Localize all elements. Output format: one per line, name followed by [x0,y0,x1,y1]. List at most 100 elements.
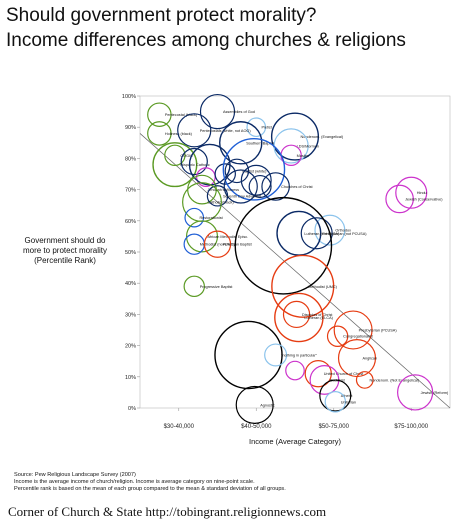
chart-svg: 0% 10% 20% 30% 40% 50% 60% 70% 80% 90% 100% $30-40,… [122,93,451,446]
bubble-label-10: Hispanic Catholic [180,163,209,167]
bubble-32 [203,230,232,258]
y-tick-label-40: 40% [125,281,136,287]
x-tick-label-0: $30-40,000 [164,424,195,430]
bubble-40 [214,320,283,390]
bubble-19 [240,164,272,196]
bubble-label-39: Congregationalist [343,335,373,339]
source-line2: Income is the average income of church/r… [14,479,255,485]
y-tick-label-30: 30% [125,312,136,318]
x-tick-label-1: $40-50,000 [241,424,272,430]
bubble-8 [164,144,186,166]
bubble-50 [235,385,274,424]
bubble-label-36: Disciples of Christ [302,313,333,317]
trend-line [139,133,451,409]
bubble-47 [397,374,434,411]
y-tick-label-20: 20% [125,344,136,350]
bubble-label-35: Methodist (UMC) [308,285,337,289]
bubble-1 [199,93,236,130]
bubble-label-2: Pietist [261,126,272,130]
bubble-label-47: Jewish (Reform) [421,391,449,395]
y-axis-label: Government should do more to protect mor… [10,236,120,266]
bubble-label-38: Presbyterian (PCUSA) [359,329,398,333]
y-tick-label-80: 80% [125,156,136,162]
bubble-36 [282,300,311,329]
bubble-label-24: Hindu [417,191,427,195]
bubble-10 [152,142,198,188]
bubble-17 [261,172,290,201]
chart-title-line2: Income differences among churches & reli… [6,30,406,51]
bubble-27 [314,214,346,246]
bubble-4 [177,113,212,148]
bubble-label-41: "nothing in particular" [281,353,317,357]
bubble-26 [184,207,205,228]
bubble-label-17: Churches of Christ [281,185,313,189]
bubble-38 [333,310,373,350]
footer-credit: Corner of Church & State http://tobingra… [8,504,327,519]
bubble-2 [246,117,267,138]
bubble-label-25: Jewish (Conservative) [405,197,443,201]
x-tick-label-3: $75-100,000 [394,424,428,430]
bubble-46 [355,371,374,389]
y-tick-label-0: 0% [128,406,136,412]
bubble-25 [385,184,414,214]
bubble-label-6: Southern Baptist [246,141,275,145]
bubble-label-48: Atheist [341,394,354,398]
bubble-label-49: Unitarian [341,400,356,404]
bubble-5 [270,112,320,161]
bubble-24 [395,176,428,209]
y-tick-label-90: 90% [125,125,136,131]
bubble-15 [214,163,236,185]
bubble-18 [223,169,258,204]
bubble-label-26: Restorationist [199,216,223,220]
bubble-label-0: Pentecostal (black) [165,113,198,117]
y-axis-label-line3: (Percentile Rank) [34,256,96,265]
bubble-11 [180,147,208,176]
bubble-29 [300,217,333,250]
y-axis-label-line1: Government should do [24,236,106,245]
y-axis-label-line2: more to protect morality [22,246,108,255]
bubble-33 [234,196,333,295]
y-tick-label-70: 70% [125,188,136,194]
bubble-45 [285,360,305,381]
source-line3: Percentile rank is based on the mean of … [14,486,286,492]
bubble-label-37: Lutheran (ELCA) [304,316,333,320]
bubble-label-22: Seventh Day Adventist [223,194,262,198]
bubble-16 [222,138,286,201]
bubble-label-5: Nondenom. (Evangelical) [301,135,344,139]
bubble-14 [224,158,250,184]
bubble-label-23: Catholic (black) [208,201,235,205]
bubble-49 [324,391,347,413]
bubble-label-7: LDS/Mormon [297,144,319,148]
bubble-30 [185,220,219,253]
bubble-label-14: Baptist (white) [242,169,267,173]
bubble-0 [147,102,172,127]
chart-title-line1: Should government protect morality? [6,5,317,26]
bubble-41 [264,343,288,367]
source-line1: Source: Pew Religious Landscape Survey (… [14,472,136,478]
bubble-20 [248,174,272,199]
bubble-39 [326,325,349,347]
x-tick-label-2: $50-75,000 [319,424,350,430]
y-tick-label-100: 100% [122,94,136,100]
bubble-37 [274,292,324,343]
bubble-3 [147,121,172,146]
bubble-6 [219,121,263,165]
bubble-label-42: Anglican [363,357,378,361]
x-axis-label: Income (Average Category) [249,437,341,446]
bubble-34 [183,275,205,298]
bubble-48 [319,379,352,412]
bubble-label-31: Methodist (not UMC) [200,243,236,247]
bubble-label-29: Presbyterian (not PCUSA) [322,232,367,236]
bubble-label-50: Agnostic [260,403,275,407]
bubble-label-28: Lutheran (not ELCA) [304,232,340,236]
bubble-22 [206,185,229,207]
y-tick-label-10: 10% [125,375,136,381]
bubble-label-34: Progressive Baptist [200,285,234,289]
bubble-label-1: Assemblies of God [223,110,255,114]
bubble-label-46: Nondenom. (Not Evangelical) [370,378,420,382]
bubble-43 [304,360,332,388]
bubble-label-21: Jehovah's Witness [208,188,240,192]
bubble-label-8: COGIC [180,154,193,158]
bubble-label-32: American Baptist [223,243,253,247]
bubble-label-4: Pentecostals (white, not AOG) [200,129,252,133]
